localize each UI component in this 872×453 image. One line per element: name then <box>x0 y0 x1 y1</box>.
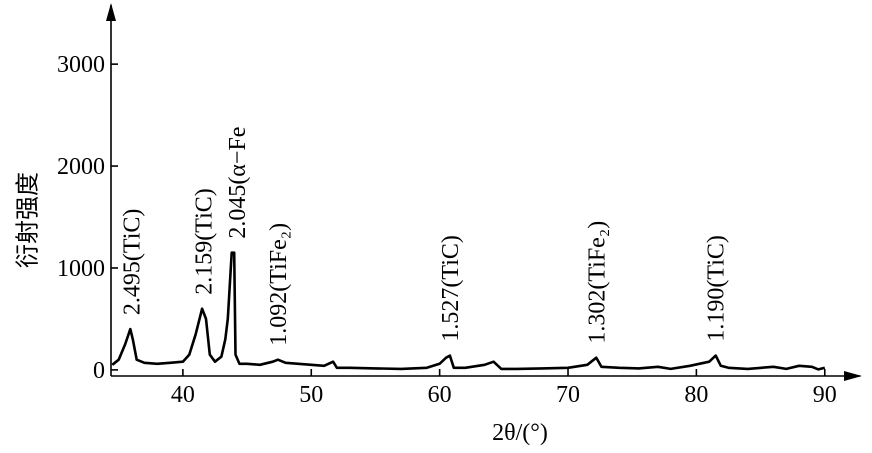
x-tick-label: 60 <box>428 382 452 408</box>
peak-annotation: 2.159(TiC) <box>191 188 217 294</box>
x-axis-title: 2θ/(°) <box>492 420 548 446</box>
peak-annotation: 1.302(TiFe₂) <box>584 221 610 344</box>
x-tick-label: 90 <box>813 382 837 408</box>
y-tick-label: 2000 <box>57 154 105 180</box>
peak-annotation: 1.527(TiC) <box>438 235 464 341</box>
data-line <box>111 251 826 371</box>
y-tick-label: 0 <box>93 358 105 384</box>
x-tick-label: 70 <box>556 382 580 408</box>
y-tick-label: 3000 <box>57 52 105 78</box>
x-tick-label: 80 <box>684 382 708 408</box>
x-axis-arrow <box>844 371 862 381</box>
peak-annotation: 2.495(TiC) <box>120 209 146 315</box>
peak-annotation: 1.092(TiFe₂) <box>266 223 292 346</box>
y-axis-title: 衍射强度 <box>15 172 42 268</box>
peak-annotation: 2.045(α−Fe <box>225 127 251 239</box>
y-axis-arrow <box>106 3 116 21</box>
x-tick-label: 50 <box>299 382 323 408</box>
y-tick-label: 1000 <box>57 256 105 282</box>
x-tick-label: 40 <box>171 382 195 408</box>
peak-annotation: 1.190(TiC) <box>704 235 730 341</box>
